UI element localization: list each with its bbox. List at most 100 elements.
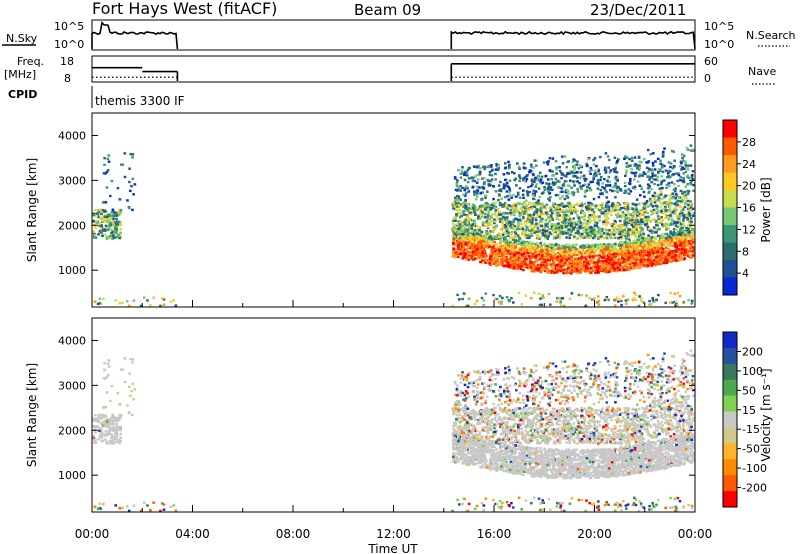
scatter-cell (579, 164, 583, 168)
scatter-cell (681, 199, 685, 202)
scatter-cell (544, 187, 547, 190)
scatter-cell (476, 189, 480, 192)
scatter-cell (472, 233, 475, 236)
scatter-cell (550, 206, 554, 209)
scatter-cell (478, 206, 481, 210)
scatter-cell (549, 214, 553, 217)
scatter-cell (656, 253, 660, 257)
scatter-cell (461, 226, 464, 229)
scatter-cell (661, 249, 664, 253)
scatter-cell (461, 236, 465, 240)
scatter-cell (629, 164, 632, 167)
scatter-cell (646, 260, 649, 264)
scatter-cell (457, 252, 461, 255)
scatter-cell (654, 178, 658, 181)
scatter-cell (622, 258, 626, 261)
scatter-cell (605, 247, 608, 250)
scatter-cell (576, 237, 579, 240)
scatter-cell (501, 222, 504, 225)
scatter-cell (648, 178, 651, 181)
scatter-cell (597, 232, 601, 235)
scatter-cell (664, 246, 668, 249)
scatter-cell (538, 237, 541, 240)
scatter-cell (575, 253, 578, 257)
scatter-cell (457, 211, 460, 214)
scatter-cell (504, 216, 508, 219)
scatter-cell (604, 171, 608, 174)
scatter-cell (646, 264, 650, 267)
scatter-cell (500, 257, 504, 260)
scatter-cell (642, 241, 645, 244)
scatter-cell (467, 206, 471, 210)
scatter-cell (555, 172, 558, 175)
scatter-cell (551, 243, 555, 247)
scatter-cell (605, 235, 608, 238)
scatter-cell (676, 199, 680, 203)
scatter-cell (689, 206, 693, 209)
scatter-cell (457, 238, 461, 241)
scatter-cell (585, 224, 588, 227)
scatter-cell (659, 261, 663, 264)
scatter-cell (567, 253, 570, 256)
scatter-cell (458, 248, 462, 252)
scatter-cell (595, 224, 599, 227)
scatter-cell (611, 259, 615, 262)
scatter-cell (632, 232, 636, 236)
scatter-cell (539, 236, 543, 239)
scatter-cell (649, 250, 653, 253)
scatter-cell (656, 261, 660, 265)
scatter-cell (608, 180, 611, 184)
scatter-cell (672, 173, 675, 176)
scatter-cell (532, 261, 536, 264)
scatter-cell (470, 227, 474, 230)
scatter-cell (548, 206, 552, 209)
scatter-cell (593, 218, 596, 221)
scatter-cell (637, 168, 641, 171)
scatter-cell (674, 233, 678, 236)
scatter-cell (677, 238, 681, 241)
scatter-cell (498, 248, 501, 251)
scatter-cell (540, 250, 544, 254)
scatter-cell (586, 269, 590, 273)
scatter-cell (578, 259, 582, 263)
scatter-cell (589, 172, 592, 175)
scatter-cell (565, 210, 569, 214)
scatter-cell (582, 226, 586, 230)
scatter-cell (614, 178, 618, 182)
scatter-cell (590, 204, 594, 207)
scatter-cell (598, 172, 601, 176)
scatter-cell (633, 156, 637, 159)
scatter-cell (566, 222, 570, 225)
scatter-cell (522, 177, 525, 180)
scatter-cell (617, 186, 621, 189)
scatter-cell (569, 170, 572, 173)
nave-tick-bottom: 0 (704, 72, 711, 85)
scatter-cell (691, 214, 695, 217)
scatter-cell (453, 175, 457, 179)
scatter-cell (547, 235, 550, 238)
scatter-cell (464, 252, 467, 256)
scatter-cell (534, 176, 537, 179)
scatter-cell (648, 199, 652, 203)
scatter-cell (456, 205, 459, 209)
scatter-cell (537, 236, 540, 239)
scatter-cell (685, 240, 689, 243)
scatter-cell (504, 162, 507, 165)
scatter-cell (550, 265, 553, 268)
scatter-cell (489, 165, 493, 168)
scatter-cell (544, 211, 548, 214)
scatter-cell (557, 226, 561, 229)
scatter-cell (665, 202, 669, 205)
scatter-cell (473, 190, 476, 193)
scatter-cell (465, 258, 468, 261)
scatter-cell (561, 210, 564, 213)
scatter-cell (530, 205, 533, 209)
scatter-cell (457, 241, 460, 244)
scatter-cell (528, 216, 532, 220)
scatter-cell (521, 193, 525, 196)
scatter-cell (456, 221, 460, 225)
scatter-cell (610, 256, 614, 259)
scatter-cell (554, 160, 558, 163)
scatter-cell (635, 214, 639, 217)
scatter-cell (484, 231, 488, 234)
